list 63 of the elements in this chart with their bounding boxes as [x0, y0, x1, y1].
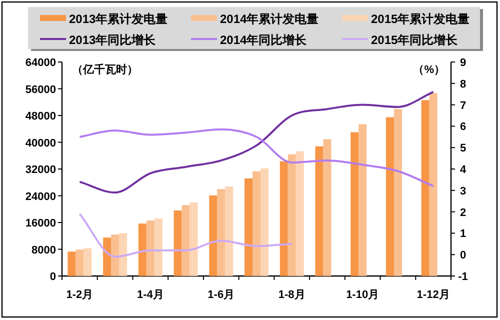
y2-tick-label: -1 — [458, 271, 468, 283]
bar — [146, 220, 154, 276]
y2-tick-label: 3 — [460, 185, 466, 198]
y2-tick-label: 8 — [460, 78, 466, 90]
bar — [358, 124, 367, 276]
bar — [76, 250, 84, 276]
bar — [280, 161, 288, 276]
bar — [288, 154, 296, 276]
legend-label: 2014年同比增长 — [220, 33, 308, 47]
y-tick-label: 16000 — [25, 218, 56, 230]
legend-label: 2015年累计发电量 — [371, 12, 470, 26]
x-tick-label: 1-8月 — [278, 289, 306, 301]
y2-tick-label: 2 — [460, 206, 466, 219]
bar — [421, 100, 430, 276]
bar — [174, 210, 182, 276]
y2-tick-label: 1 — [460, 228, 466, 240]
bar — [217, 189, 226, 276]
bar — [252, 171, 260, 276]
bar — [315, 146, 324, 276]
bar — [244, 178, 252, 276]
bar — [225, 186, 234, 276]
y2-tick-label: 4 — [460, 164, 467, 176]
x-tick-label: 1-2月 — [66, 289, 94, 301]
y-tick-label: 56000 — [25, 84, 56, 96]
bar — [68, 252, 76, 276]
y-tick-label: 40000 — [25, 137, 56, 150]
y-tick-label: 48000 — [25, 110, 56, 122]
bar — [154, 218, 162, 276]
y2-tick-label: 9 — [460, 57, 466, 69]
y2-tick-label: 6 — [460, 121, 466, 134]
x-tick-label: 1-12月 — [416, 289, 450, 301]
y-tick-label: 24000 — [25, 190, 56, 203]
legend-label: 2014年累计发电量 — [220, 12, 319, 26]
bar — [296, 151, 304, 276]
bar — [190, 202, 198, 276]
x-tick-label: 1-10月 — [346, 289, 380, 301]
bar — [182, 205, 190, 276]
y2-axis-title: （%） — [413, 64, 445, 76]
legend-label: 2013年同比增长 — [69, 33, 157, 47]
bar — [323, 139, 332, 276]
bar — [111, 234, 120, 276]
bar — [84, 248, 92, 276]
y-tick-label: 8000 — [32, 244, 56, 256]
legend-label: 2013年累计发电量 — [69, 12, 168, 26]
y-tick-label: 0 — [50, 271, 56, 283]
y-tick-label: 64000 — [25, 57, 56, 69]
y-tick-label: 32000 — [25, 164, 56, 176]
bar — [260, 168, 268, 276]
x-tick-label: 1-4月 — [136, 289, 164, 301]
x-tick-label: 1-6月 — [208, 289, 235, 301]
y-axis-title: （亿千瓦时） — [72, 63, 138, 76]
bar — [209, 195, 218, 276]
y2-tick-label: 7 — [460, 100, 466, 112]
bar — [350, 132, 359, 276]
bar — [394, 109, 402, 276]
bar — [103, 238, 112, 276]
bar — [429, 93, 438, 276]
bar — [386, 117, 394, 276]
bar — [119, 233, 128, 276]
legend-label: 2015年同比增长 — [371, 33, 459, 47]
y2-tick-label: 5 — [460, 142, 466, 155]
bar — [138, 224, 146, 276]
y2-tick-label: 0 — [460, 250, 466, 262]
